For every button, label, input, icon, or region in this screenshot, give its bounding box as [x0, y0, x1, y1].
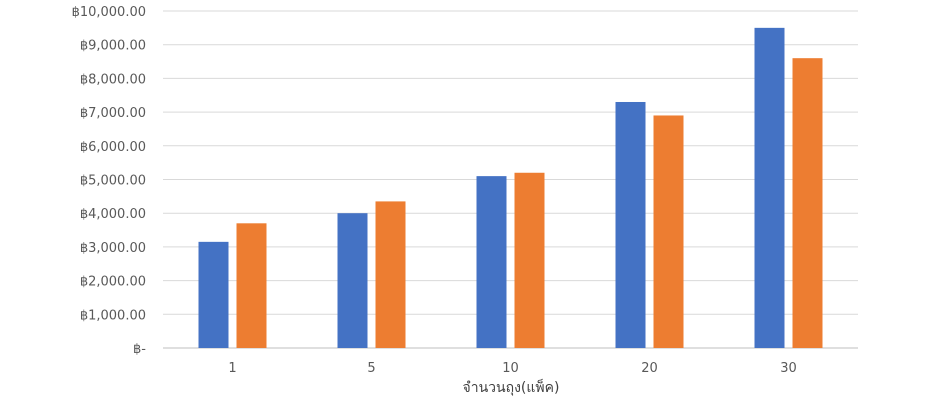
axes: ฿- ฿1,000.00 ฿2,000.00 ฿3,000.00 ฿4,000.00 ฿5… [72, 5, 797, 376]
y-tick-label: ฿6,000.00 [80, 140, 146, 155]
x-tick-label: 20 [641, 361, 658, 376]
bar-series-2-30 [792, 58, 823, 349]
x-tick-label: 10 [502, 361, 519, 376]
bars [198, 27, 823, 349]
bar-series-2-10 [514, 172, 545, 348]
gridlines [163, 10, 858, 349]
y-tick-label: ฿4,000.00 [80, 207, 146, 222]
y-tick-label: ฿- [133, 342, 146, 357]
y-tick-label: ฿10,000.00 [72, 5, 146, 20]
y-tick-label: ฿9,000.00 [80, 39, 146, 54]
x-axis-title: จำนวนถุง(แพ็ค) [463, 378, 560, 396]
bar-series-1-20 [615, 101, 646, 349]
bar-series-2-1 [236, 223, 267, 348]
bar-series-1-30 [754, 27, 785, 348]
bar-series-1-10 [476, 176, 507, 348]
x-tick-label: 30 [780, 361, 797, 376]
y-tick-label: ฿7,000.00 [80, 106, 146, 121]
x-tick-label: 1 [228, 361, 236, 376]
y-tick-label: ฿2,000.00 [80, 275, 146, 290]
bar-series-1-1 [198, 241, 229, 348]
y-tick-label: ฿8,000.00 [80, 72, 146, 87]
bar-series-1-5 [337, 213, 368, 348]
bar-series-2-5 [375, 201, 406, 348]
bar-series-2-20 [653, 115, 684, 348]
x-tick-label: 5 [367, 361, 375, 376]
y-tick-label: ฿1,000.00 [80, 308, 146, 323]
y-tick-label: ฿3,000.00 [80, 241, 146, 256]
y-tick-label: ฿5,000.00 [80, 174, 146, 189]
